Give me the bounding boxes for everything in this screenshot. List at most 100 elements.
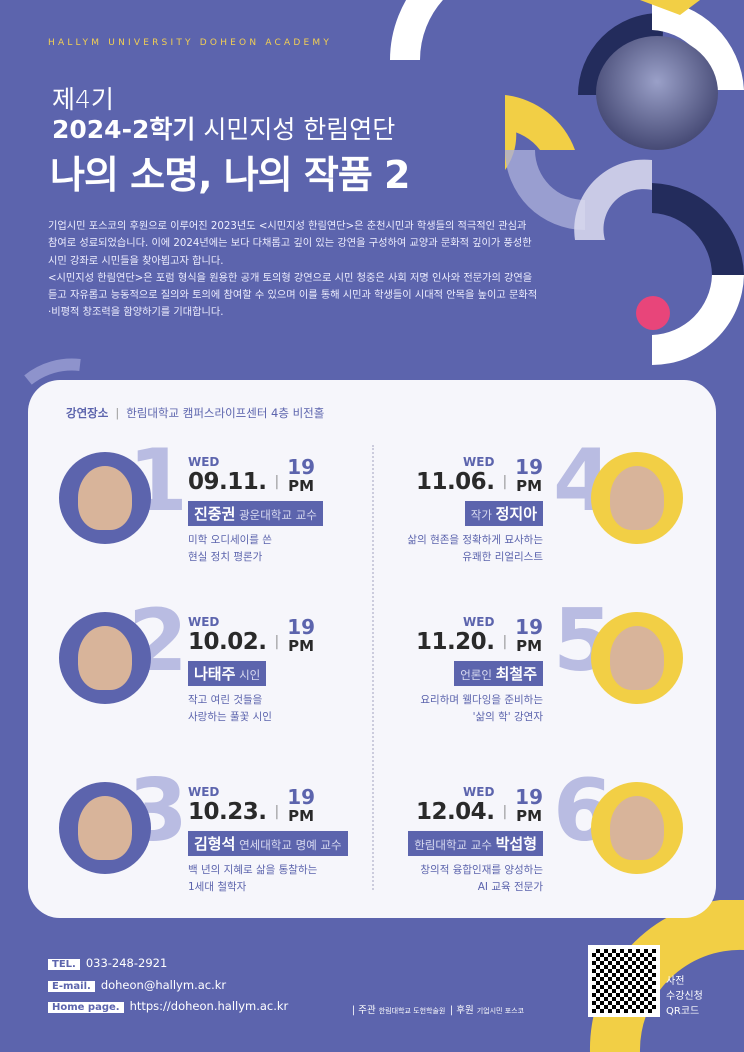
separator: | [274, 804, 280, 820]
speaker-photo [591, 612, 683, 704]
lecture-ampm: PM [516, 637, 543, 655]
desc-line: 삶의 현존을 정확하게 묘사하는 [407, 534, 543, 546]
desc-line: 현실 정치 평론가 [188, 551, 263, 563]
venue-value: 한림대학교 캠퍼스라이프센터 4층 비전홀 [126, 406, 325, 420]
weekday: WED [188, 785, 220, 799]
sponsor-logo: 기업시민 포스코 [476, 1007, 525, 1015]
weekday: WED [463, 455, 495, 469]
lecture-ampm: PM [288, 637, 315, 655]
separator: | [274, 634, 280, 650]
host-logo: 한림대학교 도헌학술원 [378, 1007, 446, 1015]
lecture-hour: 19 [515, 455, 543, 479]
desc-line: 1세대 철학자 [188, 881, 247, 893]
desc-line: 창의적 융합인재를 양성하는 [420, 864, 543, 876]
lecture-date: 09.11. [188, 469, 267, 495]
email-link[interactable]: doheon@hallym.ac.kr [100, 978, 227, 992]
lecture-date: 11.20. [415, 629, 495, 655]
speaker-badge: 작가 정지아 [464, 501, 543, 526]
sponsor: | 후원 기업시민 포스코 [450, 1002, 524, 1016]
speaker-title: 연세대학교 명예 교수 [239, 838, 342, 852]
tel-value[interactable]: 033-248-2921 [85, 956, 168, 970]
speaker-name: 진중권 [194, 505, 236, 523]
edition: 제4기 [52, 85, 114, 114]
speaker-title: 언론인 [460, 668, 492, 682]
academy-name: HALLYM UNIVERSITY DOHEON ACADEMY [48, 38, 333, 48]
column-divider [372, 445, 374, 890]
speaker-desc: 백 년의 지혜로 삶을 통찰하는 1세대 철학자 [188, 862, 378, 896]
weekday: WED [463, 785, 495, 799]
speaker-desc: 창의적 융합인재를 양성하는 AI 교육 전문가 [353, 862, 543, 896]
speaker-name: 김형석 [194, 835, 236, 853]
qr-caption-line: 사전 [666, 976, 685, 987]
separator: | [274, 474, 280, 490]
homepage-label: Home page. [48, 1002, 124, 1013]
lecture-date: 11.06. [415, 469, 495, 495]
lecture-hour: 19 [287, 785, 316, 809]
lecture-date: 10.02. [188, 629, 267, 655]
speaker-badge: 한림대학교 교수 박섭형 [408, 831, 543, 856]
qr-pattern [592, 949, 656, 1013]
desc-line: 작고 여린 것들을 [188, 694, 263, 706]
lecture-info: WED 10.23. | 19 PM 김형석 연세대학교 명예 교수 백 년의 지혜… [188, 785, 378, 896]
audience-photo [596, 36, 718, 150]
separator: | [502, 634, 508, 650]
speaker-badge: 김형석 연세대학교 명예 교수 [188, 831, 348, 856]
host: | 주관 한림대학교 도헌학술원 [352, 1002, 445, 1016]
speaker-name: 정지아 [495, 505, 537, 523]
venue: 강연장소 | 한림대학교 캠퍼스라이프센터 4층 비전홀 [66, 406, 325, 420]
lecture-ampm: PM [516, 477, 543, 495]
lecture-date: 12.04. [415, 799, 495, 825]
page-title: 나의 소명, 나의 작품 2 [50, 153, 410, 197]
email-label: E-mail. [48, 981, 95, 992]
host-label: | 주관 [352, 1005, 376, 1016]
lecture-info: WED 12.04. | 19 PM 한림대학교 교수 박섭형 창의적 융합인재를 … [353, 785, 543, 896]
desc-line: '삶의 학' 강연자 [472, 711, 543, 723]
qr-caption-line: QR코드 [666, 1006, 700, 1017]
speaker-badge: 나태주 시인 [188, 661, 267, 686]
tel-row: TEL. 033-248-2921 [48, 956, 167, 970]
semester: 2024-2학기 [52, 115, 196, 144]
speaker-title: 시인 [239, 668, 261, 682]
intro-paragraph: 기업시민 포스코의 후원으로 이루어진 2023년도 <시민지성 한림연단>은 … [48, 221, 532, 267]
speaker-photo [591, 452, 683, 544]
speaker-badge: 진중권 광운대학교 교수 [188, 501, 323, 526]
weekday: WED [188, 455, 220, 469]
desc-line: 사랑하는 풀꽃 시인 [188, 711, 272, 723]
speaker-name: 최철주 [495, 665, 537, 683]
speaker-title: 한림대학교 교수 [414, 838, 492, 852]
lecture-ampm: PM [288, 477, 315, 495]
lecture-info: WED 11.06. | 19 PM 작가 정지아 삶의 현존을 정확하게 묘사하는… [353, 455, 543, 566]
desc-line: 요리하며 웰다잉을 준비하는 [420, 694, 543, 706]
speaker-photo [59, 612, 151, 704]
sponsor-label: | 후원 [450, 1005, 474, 1016]
homepage-row: Home page. https://doheon.hallym.ac.kr [48, 999, 288, 1013]
qr-caption-line: 수강신청 [666, 991, 703, 1002]
lecture-ampm: PM [516, 807, 543, 825]
intro-text: 기업시민 포스코의 후원으로 이루어진 2023년도 <시민지성 한림연단>은 … [48, 218, 538, 322]
tel-label: TEL. [48, 959, 80, 970]
desc-line: AI 교육 전문가 [477, 881, 543, 893]
speaker-name: 박섭형 [495, 835, 537, 853]
email-row: E-mail. doheon@hallym.ac.kr [48, 978, 226, 992]
speaker-photo [591, 782, 683, 874]
lecture-info: WED 09.11. | 19 PM 진중권 광운대학교 교수 미학 오디세이를 쓴… [188, 455, 378, 566]
qr-code[interactable] [588, 945, 660, 1017]
separator: | [502, 474, 508, 490]
subtitle: 2024-2학기 시민지성 한림연단 [52, 110, 395, 146]
separator: | [502, 804, 508, 820]
desc-line: 백 년의 지혜로 삶을 통찰하는 [188, 864, 318, 876]
lecture-ampm: PM [288, 807, 315, 825]
lecture-info: WED 11.20. | 19 PM 언론인 최철주 요리하며 웰다잉을 준비하는 '… [353, 615, 543, 726]
series-name: 시민지성 한림연단 [203, 115, 396, 144]
homepage-link[interactable]: https://doheon.hallym.ac.kr [129, 999, 289, 1013]
speaker-photo [59, 782, 151, 874]
venue-label: 강연장소 [66, 406, 109, 420]
speaker-desc: 미학 오디세이를 쓴 현실 정치 평론가 [188, 532, 378, 566]
speaker-title: 작가 [470, 508, 492, 522]
lecture-hour: 19 [515, 785, 543, 809]
lecture-hour: 19 [515, 615, 543, 639]
speaker-badge: 언론인 최철주 [454, 661, 543, 686]
lecture-hour: 19 [287, 455, 316, 479]
